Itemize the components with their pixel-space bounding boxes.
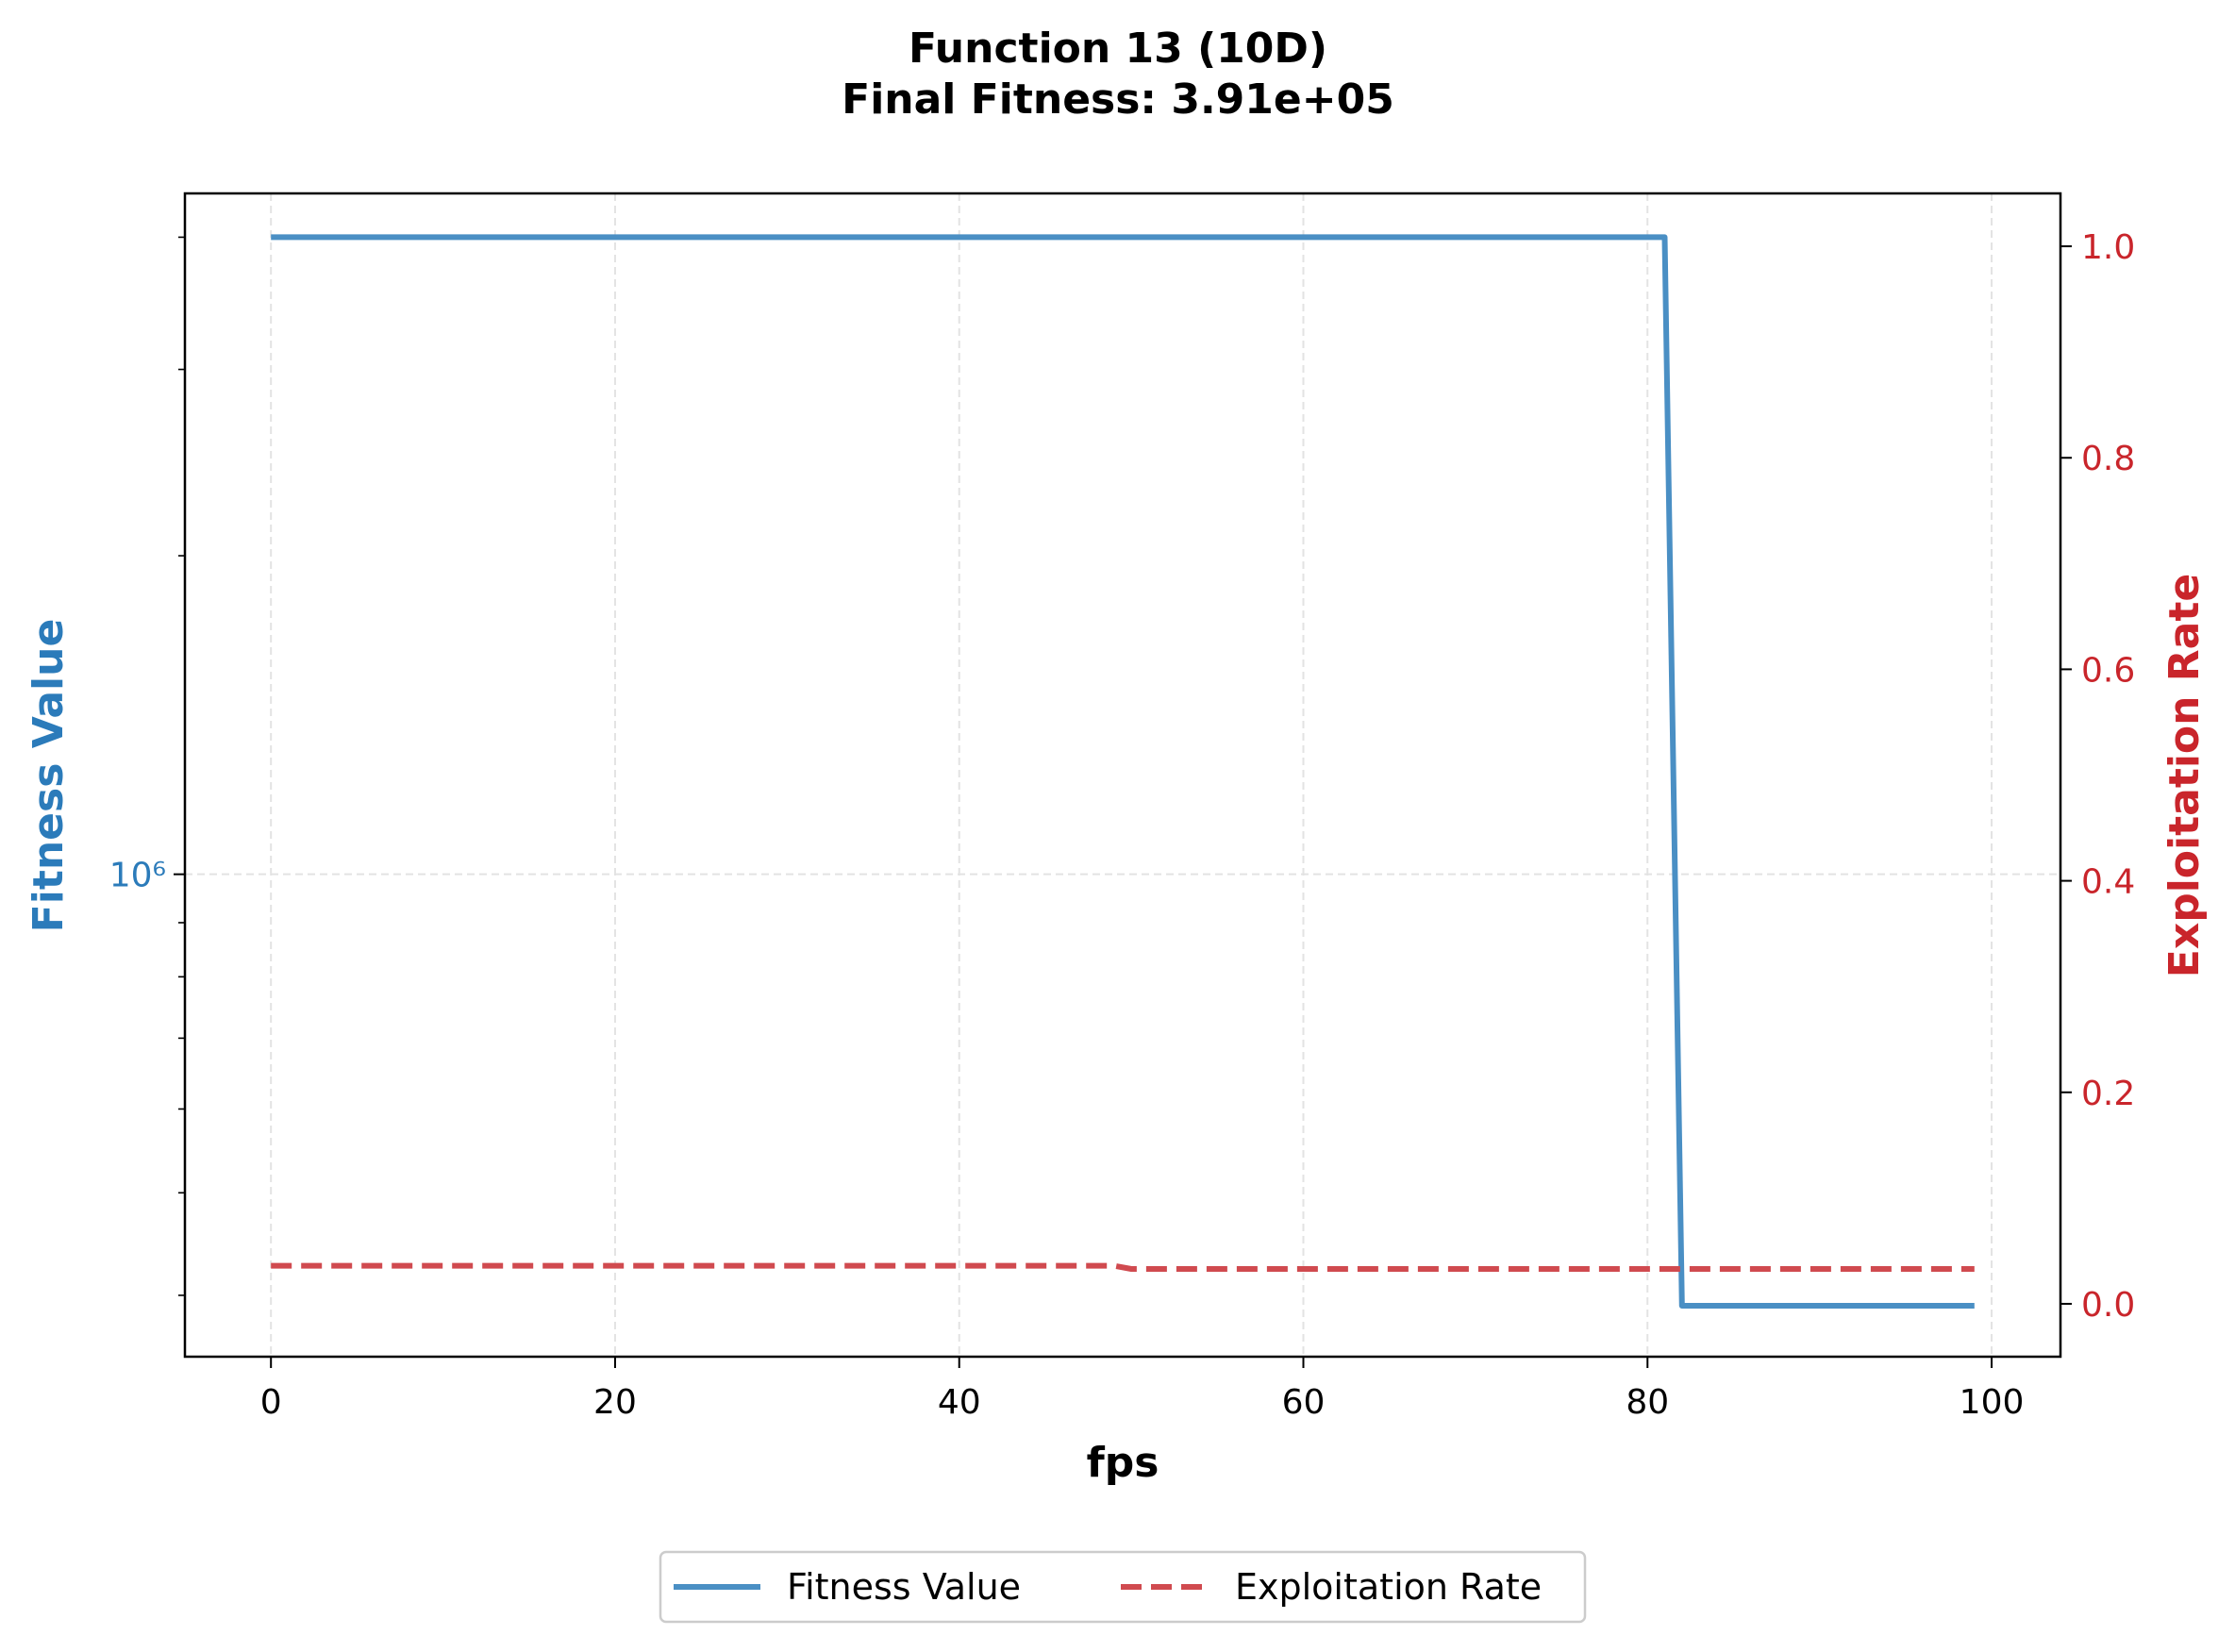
legend-label-fitness: Fitness Value [787, 1566, 1021, 1608]
exploitation-rate-line [271, 1262, 1975, 1272]
right-y-tick-label: 0.2 [2081, 1075, 2135, 1113]
legend: Fitness Value Exploitation Rate [659, 1550, 1587, 1624]
x-tick-label: 20 [593, 1383, 637, 1422]
plot-series [271, 234, 1975, 1309]
grid [185, 193, 2060, 1357]
x-tick-label: 40 [938, 1383, 981, 1422]
left-y-axis: 10⁶ [109, 236, 185, 1296]
right-y-tick-label: 0.4 [2081, 863, 2135, 902]
right-y-tick-label: 0.0 [2081, 1286, 2135, 1325]
right-y-tick-label: 0.8 [2081, 440, 2135, 478]
x-tick-label: 100 [1960, 1383, 2025, 1422]
plot-frame [183, 192, 2062, 1359]
left-y-tick-label: 10⁶ [109, 857, 166, 895]
right-y-axis: 0.0 0.2 0.4 0.6 0.8 1.0 [2060, 228, 2135, 1325]
x-tick-label: 0 [260, 1383, 282, 1422]
chart-subtitle: Final Fitness: 3.91e+05 [842, 75, 1394, 124]
legend-label-exploitation: Exploitation Rate [1235, 1566, 1542, 1608]
fitness-value-line [271, 234, 1975, 1309]
left-y-axis-label: Fitness Value [25, 619, 73, 933]
x-tick-label: 80 [1626, 1383, 1669, 1422]
right-y-tick-label: 0.6 [2081, 651, 2135, 690]
chart-title: Function 13 (10D) [909, 25, 1327, 73]
x-axis: 0 20 40 60 80 100 [260, 1357, 2025, 1422]
right-y-tick-label: 1.0 [2081, 228, 2135, 267]
x-axis-label: fps [1087, 1439, 1159, 1487]
x-tick-label: 60 [1282, 1383, 1326, 1422]
right-y-axis-label: Exploitation Rate [2160, 574, 2209, 977]
